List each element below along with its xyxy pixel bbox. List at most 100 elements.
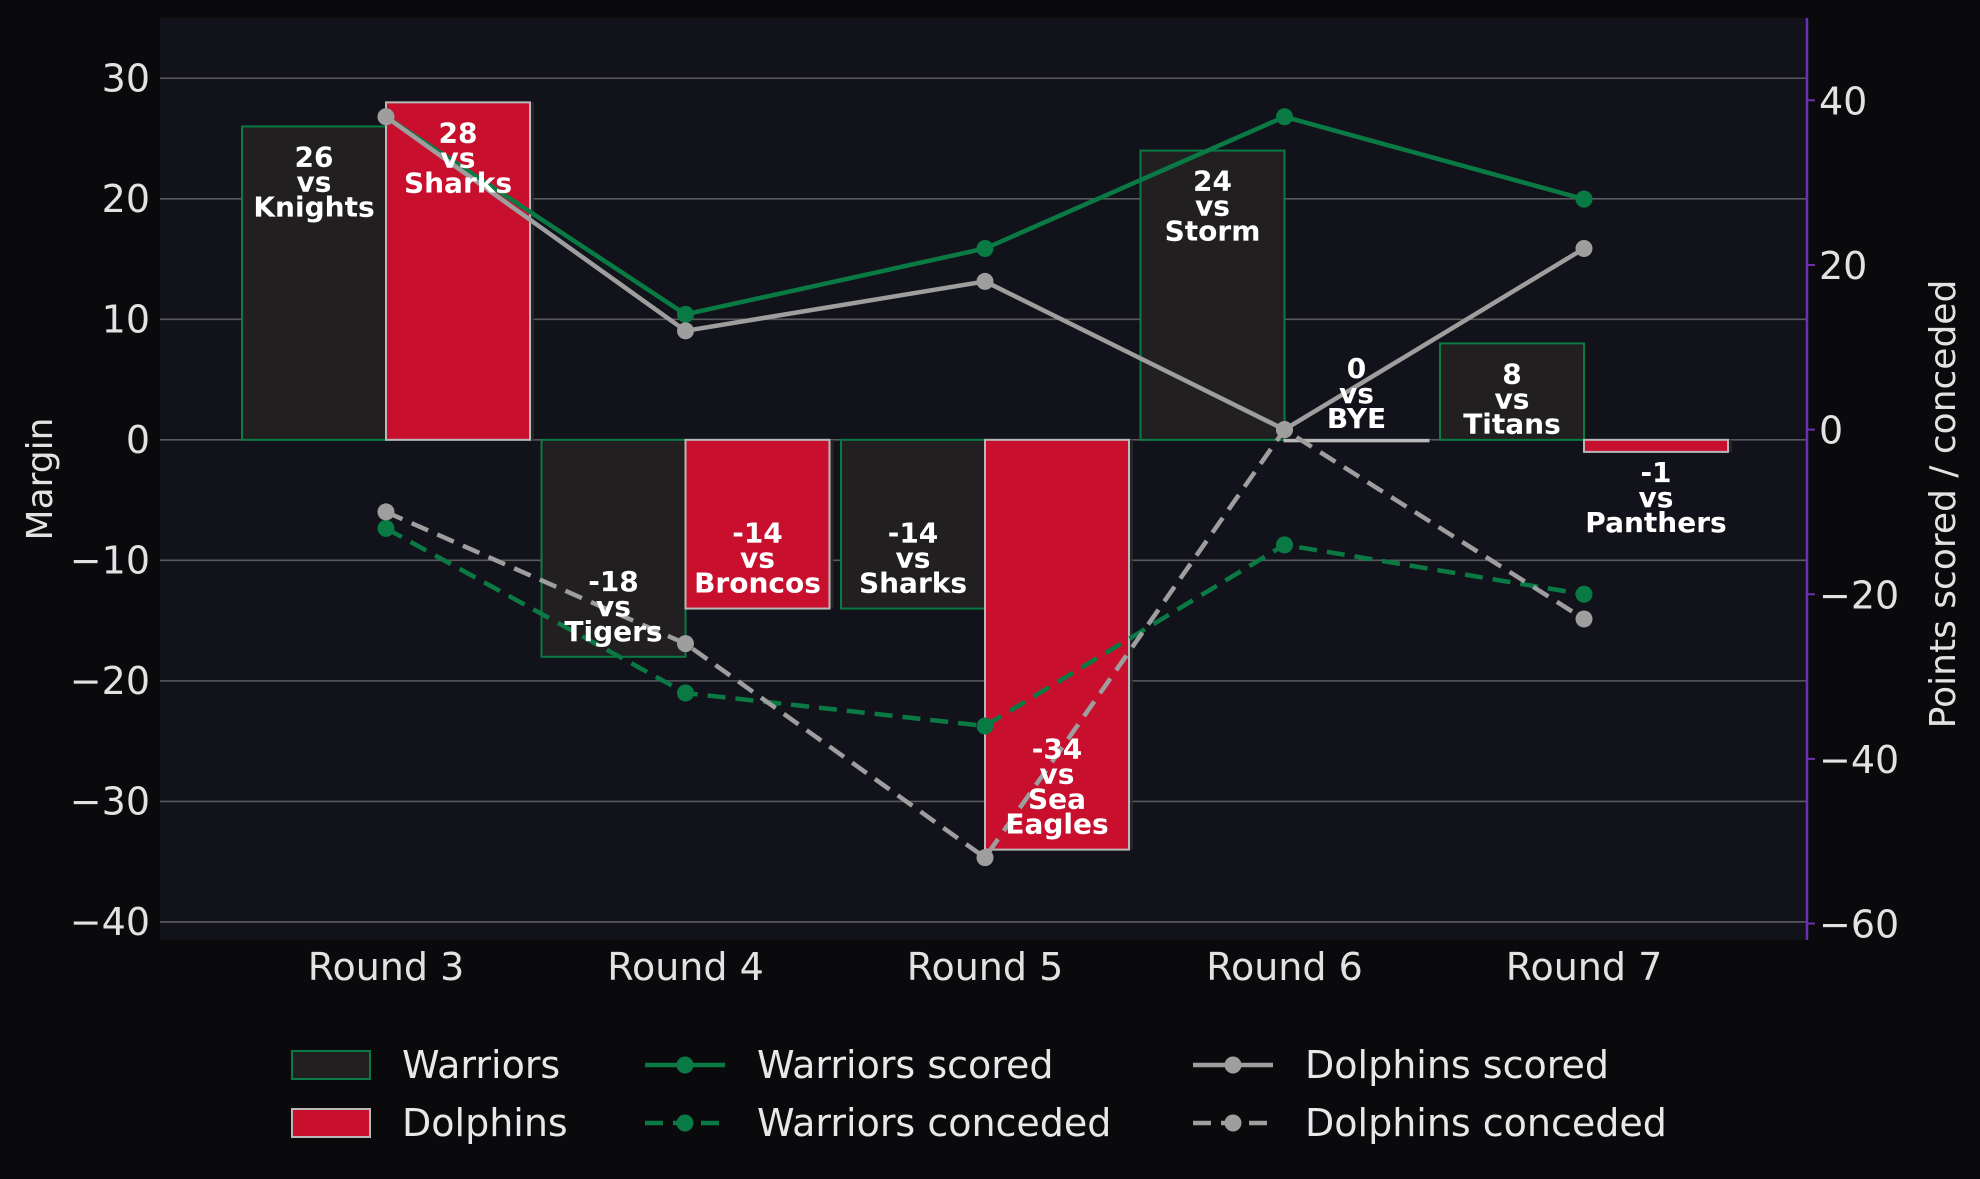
bar-label-line: vs [1339, 377, 1374, 410]
bar-label: 24 vs Storm [1165, 165, 1261, 248]
bar-label-line: Tigers [564, 615, 662, 648]
bar [984, 438, 1130, 851]
bar-label-line: -14 [888, 517, 939, 550]
bar-label-line: vs [1195, 190, 1230, 223]
bar [1583, 438, 1729, 453]
y-axis-title: Margin [20, 418, 61, 541]
legend-label: Dolphins [402, 1101, 568, 1145]
y2-tick-label: 40 [1819, 79, 1867, 123]
bar-label: -14 vs Broncos [694, 517, 821, 600]
x-tick-label: Round 5 [907, 945, 1064, 989]
series-point [377, 503, 395, 521]
legend-swatch [291, 1050, 371, 1080]
bar-label-line: Storm [1165, 215, 1261, 248]
bar-label-line: 26 [295, 140, 334, 173]
series-point [1276, 536, 1293, 554]
legend-label: Dolphins scored [1305, 1043, 1609, 1087]
series-point [976, 272, 994, 290]
y-tick-label: 0 [126, 418, 150, 462]
bar-label-line: vs [441, 141, 476, 174]
series-point [377, 519, 395, 537]
y2-tick-label: 0 [1819, 409, 1843, 453]
y2-tick-label: −20 [1819, 573, 1899, 617]
series-point [1575, 610, 1593, 628]
series-point [1575, 240, 1593, 257]
y-tick-label: 20 [102, 177, 150, 221]
bar [1283, 438, 1430, 443]
bar-label-line: 8 [1502, 357, 1521, 390]
legend-marker [676, 1114, 694, 1132]
line-series [377, 108, 1593, 867]
legend-label: Dolphins conceded [1305, 1101, 1667, 1145]
bar-label: 0 vs BYE [1327, 352, 1386, 435]
series-point [976, 240, 994, 257]
bar-label-line: 0 [1347, 352, 1366, 385]
series-point [1575, 190, 1593, 208]
bars [241, 101, 1732, 851]
bar-label-line: vs [297, 165, 332, 198]
bar-label-line: vs [740, 542, 775, 575]
legend-swatch [291, 1108, 371, 1138]
y2-axis-title: Points scored / conceded [1923, 280, 1964, 729]
bar [385, 101, 531, 441]
x-tick-label: Round 4 [607, 945, 764, 989]
series-point [677, 684, 694, 702]
legend-label: Warriors scored [757, 1043, 1054, 1087]
legend-label: Warriors [402, 1043, 560, 1087]
y-tick-label: 30 [102, 56, 150, 100]
left-axis-ticks: 30 20 10 0 −10 −20 −30 −40 [70, 56, 150, 944]
bar-label-line: vs [1639, 481, 1674, 514]
bar-label-line: Panthers [1585, 506, 1726, 539]
bar-label-line: Titans [1463, 407, 1561, 440]
bar-label-line: vs [896, 542, 931, 575]
bar-label: -14 vs Sharks [859, 517, 967, 600]
y2-tick-label: −60 [1819, 903, 1899, 947]
bar-label-line: vs [1495, 382, 1530, 415]
bar-label-line: -1 [1640, 456, 1671, 489]
bar [241, 125, 387, 441]
bar-label-line: 24 [1193, 165, 1232, 198]
bar-label-line: -18 [588, 565, 639, 598]
bar-label-line: Sharks [404, 166, 512, 199]
bar [840, 438, 986, 610]
y-tick-label: −20 [70, 659, 150, 703]
bar [684, 438, 831, 610]
series-point [976, 849, 994, 867]
series-point [976, 717, 994, 735]
bar [540, 438, 687, 658]
y2-tick-label: 20 [1819, 244, 1867, 288]
bar-label-line: Eagles [1005, 808, 1108, 841]
bar-label-line: 28 [439, 116, 478, 149]
bar [1439, 342, 1585, 441]
y-tick-label: −10 [70, 538, 150, 582]
series-point [677, 305, 694, 323]
bar-label-line: Sea [1028, 783, 1086, 816]
bar-label-line: vs [1040, 758, 1075, 791]
x-tick-label: Round 3 [308, 945, 465, 989]
legend-marker [1224, 1056, 1242, 1074]
legend-label: Warriors conceded [757, 1101, 1111, 1145]
legend: Warriors Dolphins Warriors scored Warriors … [291, 1043, 1667, 1145]
y-tick-label: −30 [70, 779, 150, 823]
legend-marker [1224, 1114, 1242, 1132]
series-point [1575, 585, 1593, 603]
x-axis-ticks: Round 3 Round 4 Round 5 Round 6 Round 7 [308, 945, 1663, 989]
series-point [677, 635, 694, 653]
series-line [384, 526, 1585, 729]
bar-label-line: -34 [1032, 733, 1083, 766]
y-tick-label: −40 [70, 900, 150, 944]
bar-label-line: Sharks [859, 567, 967, 600]
y2-tick-label: −40 [1819, 738, 1899, 782]
x-tick-label: Round 6 [1206, 945, 1363, 989]
series-point [1276, 421, 1293, 439]
series-point [677, 322, 694, 340]
bar-label: -1 vs Panthers [1585, 456, 1726, 539]
bar-label-line: Knights [253, 190, 374, 223]
bar-label: -18 vs Tigers [564, 565, 662, 648]
bar-label-line: Broncos [694, 567, 821, 600]
series-point [377, 108, 395, 126]
series-point [1276, 108, 1293, 126]
x-tick-label: Round 7 [1506, 945, 1663, 989]
y-tick-label: 10 [102, 297, 150, 341]
